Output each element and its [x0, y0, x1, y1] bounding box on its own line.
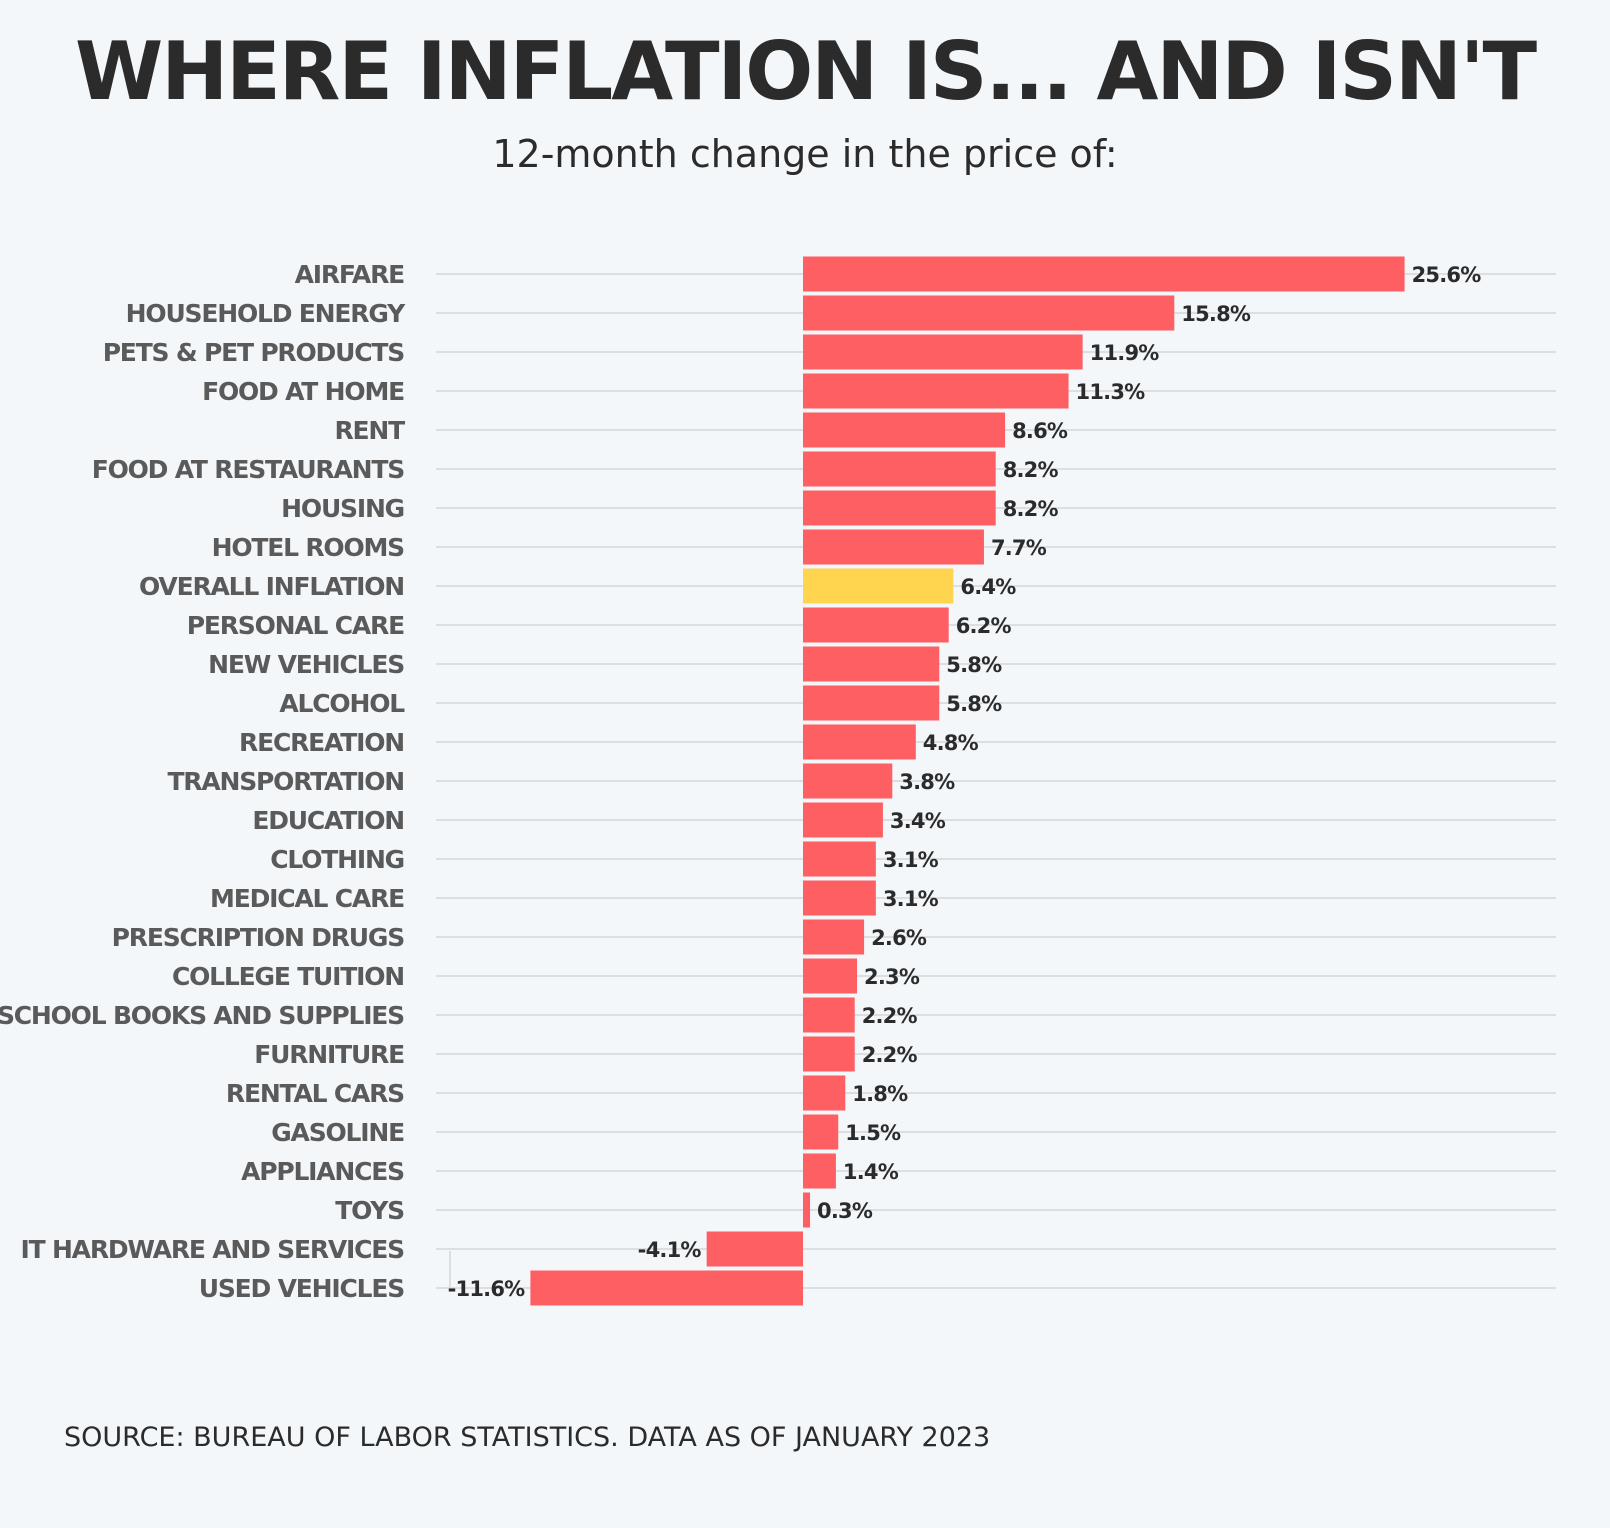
- value-label-airfare: 25.6%: [1412, 263, 1482, 287]
- value-label-it-hardware-and-services: -4.1%: [638, 1238, 702, 1262]
- category-label-appliances: APPLIANCES: [241, 1157, 404, 1186]
- value-label-medical-care: 3.1%: [883, 887, 939, 911]
- category-label-household-energy: HOUSEHOLD ENERGY: [126, 299, 406, 328]
- category-label-it-hardware-and-services: IT HARDWARE AND SERVICES: [20, 1235, 404, 1264]
- value-label-personal-care: 6.2%: [956, 614, 1012, 638]
- bar-personal-care: [803, 607, 949, 643]
- bar-housing: [803, 490, 996, 526]
- bar-education: [803, 802, 883, 838]
- bar-pets-and-pet-products: [803, 334, 1083, 370]
- value-label-transportation: 3.8%: [899, 770, 955, 794]
- category-label-recreation: RECREATION: [239, 728, 404, 757]
- value-label-new-vehicles: 5.8%: [946, 653, 1002, 677]
- value-label-prescription-drugs: 2.6%: [871, 926, 927, 950]
- value-label-clothing: 3.1%: [883, 848, 939, 872]
- value-label-gasoline: 1.5%: [845, 1121, 901, 1145]
- bar-prescription-drugs: [803, 919, 865, 955]
- category-label-hotel-rooms: HOTEL ROOMS: [212, 533, 405, 562]
- bar-toys: [803, 1192, 811, 1228]
- bar-alcohol: [803, 685, 940, 721]
- value-label-school-books-and-supplies: 2.2%: [862, 1004, 918, 1028]
- value-labels: 25.6% 15.8% 11.9% 11.3% 8.6% 8.2% 8.2% 7.7% 6.4%…: [448, 263, 1482, 1301]
- bar-transportation: [803, 763, 893, 799]
- category-label-used-vehicles: USED VEHICLES: [199, 1274, 404, 1303]
- chart-subtitle: 12-month change in the price of:: [492, 132, 1118, 176]
- category-label-medical-care: MEDICAL CARE: [210, 884, 404, 913]
- category-label-clothing: CLOTHING: [270, 845, 404, 874]
- category-label-new-vehicles: NEW VEHICLES: [208, 650, 404, 679]
- bar-food-at-home: [803, 373, 1069, 409]
- value-label-food-at-home: 11.3%: [1076, 380, 1146, 404]
- value-label-furniture: 2.2%: [862, 1043, 918, 1067]
- value-label-recreation: 4.8%: [923, 731, 979, 755]
- value-label-college-tuition: 2.3%: [864, 965, 920, 989]
- value-label-rent: 8.6%: [1012, 419, 1068, 443]
- value-label-pets-and-pet-products: 11.9%: [1090, 341, 1160, 365]
- category-label-gasoline: GASOLINE: [271, 1118, 404, 1147]
- category-labels: AIRFARE HOUSEHOLD ENERGY PETS & PET PRODUC…: [0, 260, 407, 1303]
- category-label-alcohol: ALCOHOL: [279, 689, 405, 718]
- source-note: SOURCE: BUREAU OF LABOR STATISTICS. DATA…: [64, 1422, 991, 1453]
- category-label-rent: RENT: [334, 416, 405, 445]
- category-label-prescription-drugs: PRESCRIPTION DRUGS: [112, 923, 405, 952]
- bar-medical-care: [803, 880, 876, 916]
- category-label-toys: TOYS: [335, 1196, 404, 1225]
- gridlines: [436, 273, 1556, 1290]
- bar-clothing: [803, 841, 876, 877]
- bar-household-energy: [803, 295, 1175, 331]
- bar-recreation: [803, 724, 916, 760]
- value-label-hotel-rooms: 7.7%: [991, 536, 1047, 560]
- chart-title: WHERE INFLATION IS... AND ISN'T: [74, 25, 1537, 118]
- bar-school-books-and-supplies: [803, 997, 855, 1033]
- category-label-food-at-restaurants: FOOD AT RESTAURANTS: [92, 455, 405, 484]
- category-label-overall-inflation: OVERALL INFLATION: [139, 572, 404, 601]
- bar-new-vehicles: [803, 646, 940, 682]
- bar-overall-inflation: [803, 568, 954, 604]
- bar-airfare: [803, 256, 1405, 292]
- value-label-food-at-restaurants: 8.2%: [1003, 458, 1059, 482]
- bar-hotel-rooms: [803, 529, 984, 565]
- category-label-transportation: TRANSPORTATION: [167, 767, 404, 796]
- value-label-used-vehicles: -11.6%: [448, 1277, 526, 1301]
- bar-rental-cars: [803, 1075, 846, 1111]
- value-label-toys: 0.3%: [817, 1199, 873, 1223]
- value-label-alcohol: 5.8%: [946, 692, 1002, 716]
- bar-college-tuition: [803, 958, 858, 994]
- value-label-overall-inflation: 6.4%: [960, 575, 1016, 599]
- bar-chart: AIRFARE HOUSEHOLD ENERGY PETS & PET PRODUC…: [0, 256, 1556, 1306]
- category-label-furniture: FURNITURE: [254, 1040, 404, 1069]
- category-label-education: EDUCATION: [252, 806, 404, 835]
- category-label-housing: HOUSING: [281, 494, 404, 523]
- category-label-food-at-home: FOOD AT HOME: [202, 377, 404, 406]
- bar-it-hardware-and-services: [706, 1231, 803, 1267]
- bar-rent: [803, 412, 1006, 448]
- bar-furniture: [803, 1036, 855, 1072]
- value-label-household-energy: 15.8%: [1181, 302, 1251, 326]
- value-label-housing: 8.2%: [1003, 497, 1059, 521]
- category-label-airfare: AIRFARE: [295, 260, 405, 289]
- bar-food-at-restaurants: [803, 451, 996, 487]
- category-label-pets-and-pet-products: PETS & PET PRODUCTS: [103, 338, 405, 367]
- bars: [530, 256, 1405, 1306]
- category-label-personal-care: PERSONAL CARE: [187, 611, 404, 640]
- value-label-appliances: 1.4%: [843, 1160, 899, 1184]
- value-label-rental-cars: 1.8%: [852, 1082, 908, 1106]
- bar-gasoline: [803, 1114, 839, 1150]
- category-label-rental-cars: RENTAL CARS: [226, 1079, 404, 1108]
- value-label-education: 3.4%: [890, 809, 946, 833]
- category-label-school-books-and-supplies: SCHOOL BOOKS AND SUPPLIES: [0, 1001, 404, 1030]
- bar-used-vehicles: [530, 1270, 803, 1306]
- category-label-college-tuition: COLLEGE TUITION: [172, 962, 404, 991]
- bar-appliances: [803, 1153, 836, 1189]
